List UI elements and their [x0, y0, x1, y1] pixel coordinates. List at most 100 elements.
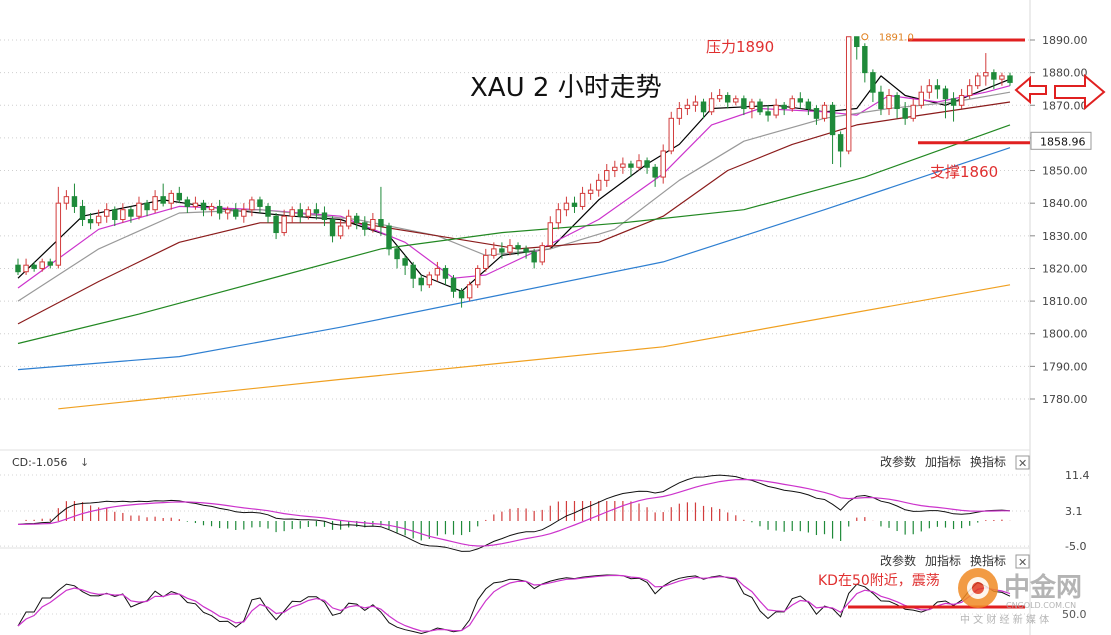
- candle: [515, 242, 521, 256]
- candle: [684, 98, 691, 116]
- candle: [813, 105, 820, 125]
- candle: [450, 274, 457, 298]
- candle: [241, 203, 247, 223]
- macd-tick-label: -5.0: [1065, 540, 1086, 553]
- moving-average-line: [17, 75, 1011, 292]
- candle: [23, 258, 29, 275]
- brand-name: 中金网: [1004, 572, 1082, 603]
- candle: [483, 248, 489, 272]
- candle: [652, 164, 658, 187]
- macd-tick-label: 11.4: [1065, 469, 1090, 482]
- candle: [305, 206, 312, 220]
- candle: [281, 209, 287, 236]
- kd-params-button[interactable]: 改参数: [880, 553, 916, 568]
- close-box[interactable]: [1015, 455, 1030, 470]
- macd-dif-line: [17, 474, 1011, 552]
- candle: [249, 196, 255, 217]
- candle: [773, 98, 779, 119]
- candle: [757, 98, 763, 116]
- candle: [112, 206, 118, 227]
- candle: [63, 190, 70, 210]
- candle: [934, 79, 941, 99]
- candle: [983, 53, 989, 86]
- moving-average-line: [58, 284, 1011, 410]
- candle: [466, 281, 473, 302]
- candle: [491, 242, 497, 259]
- candle: [257, 196, 263, 213]
- candle: [273, 212, 279, 240]
- candle: [571, 196, 578, 213]
- candle: [458, 288, 465, 308]
- price-tick-label: 1840.00: [1042, 197, 1088, 210]
- candle: [79, 199, 86, 227]
- candle: [805, 98, 812, 116]
- candle: [902, 102, 908, 125]
- candle: [71, 183, 78, 213]
- candle: [402, 255, 408, 275]
- candle: [628, 160, 634, 178]
- kd-add-indicator-button[interactable]: 加指标: [925, 553, 961, 568]
- candle: [620, 157, 626, 174]
- candle: [507, 239, 513, 256]
- candle: [821, 102, 828, 122]
- kd-d-line: [17, 574, 1011, 632]
- moving-average-lines: [17, 75, 1011, 410]
- candle: [442, 265, 449, 285]
- candle: [200, 199, 207, 217]
- candle: [192, 196, 199, 210]
- brand-site: CNGOLD.COM.CN: [1006, 601, 1076, 610]
- candle: [289, 206, 295, 223]
- candle: [845, 36, 852, 155]
- candle: [103, 203, 110, 223]
- candle: [781, 102, 787, 116]
- candle: [168, 190, 174, 210]
- candle: [329, 216, 336, 243]
- candle: [829, 102, 836, 165]
- candle: [313, 203, 320, 220]
- candle: [337, 219, 344, 240]
- candle: [321, 206, 328, 227]
- candle: [966, 79, 973, 99]
- add-indicator-button[interactable]: 加指标: [925, 454, 961, 469]
- price-tick-label: 1830.00: [1042, 230, 1088, 243]
- candle: [587, 183, 594, 200]
- price-tick-label: 1820.00: [1042, 262, 1088, 275]
- price-tick-label: 1850.00: [1042, 165, 1088, 178]
- candle: [862, 43, 868, 83]
- candle: [474, 265, 481, 289]
- candle: [918, 85, 925, 109]
- candle: [733, 95, 739, 106]
- candle: [499, 242, 505, 259]
- kd-switch-indicator-button[interactable]: 换指标: [970, 553, 1006, 568]
- kd-close-box[interactable]: [1015, 554, 1030, 569]
- candle: [676, 102, 683, 125]
- candle: [426, 271, 433, 289]
- close-icon[interactable]: ✕: [1018, 457, 1027, 470]
- candle: [991, 69, 997, 89]
- candle: [233, 203, 239, 220]
- current-price-tag: 1858.96: [1030, 131, 1092, 150]
- candle: [612, 160, 618, 178]
- support-label: 支撑1860: [930, 163, 998, 181]
- candle: [926, 79, 933, 99]
- macd-series: [17, 474, 1011, 552]
- brand-slogan: 中 文 财 经 新 媒 体: [960, 613, 1049, 626]
- candlesticks: [15, 36, 1013, 308]
- candle: [700, 98, 707, 119]
- candle: [765, 105, 771, 122]
- candle: [152, 190, 158, 213]
- switch-indicator-button[interactable]: 换指标: [970, 454, 1006, 469]
- brand-watermark: 中金网 CNGOLD.COM.CN 中 文 财 经 新 媒 体: [958, 568, 1082, 626]
- candle: [636, 154, 642, 171]
- resistance-label: 压力1890: [706, 38, 774, 56]
- kd-close-icon[interactable]: ✕: [1018, 556, 1027, 569]
- candle: [886, 88, 892, 116]
- candle: [386, 222, 392, 256]
- candle: [265, 203, 271, 223]
- candle: [136, 196, 142, 220]
- max-price-marker: 1891.0: [861, 33, 914, 44]
- candle: [789, 95, 795, 112]
- candle: [894, 92, 900, 119]
- params-button[interactable]: 改参数: [880, 454, 916, 469]
